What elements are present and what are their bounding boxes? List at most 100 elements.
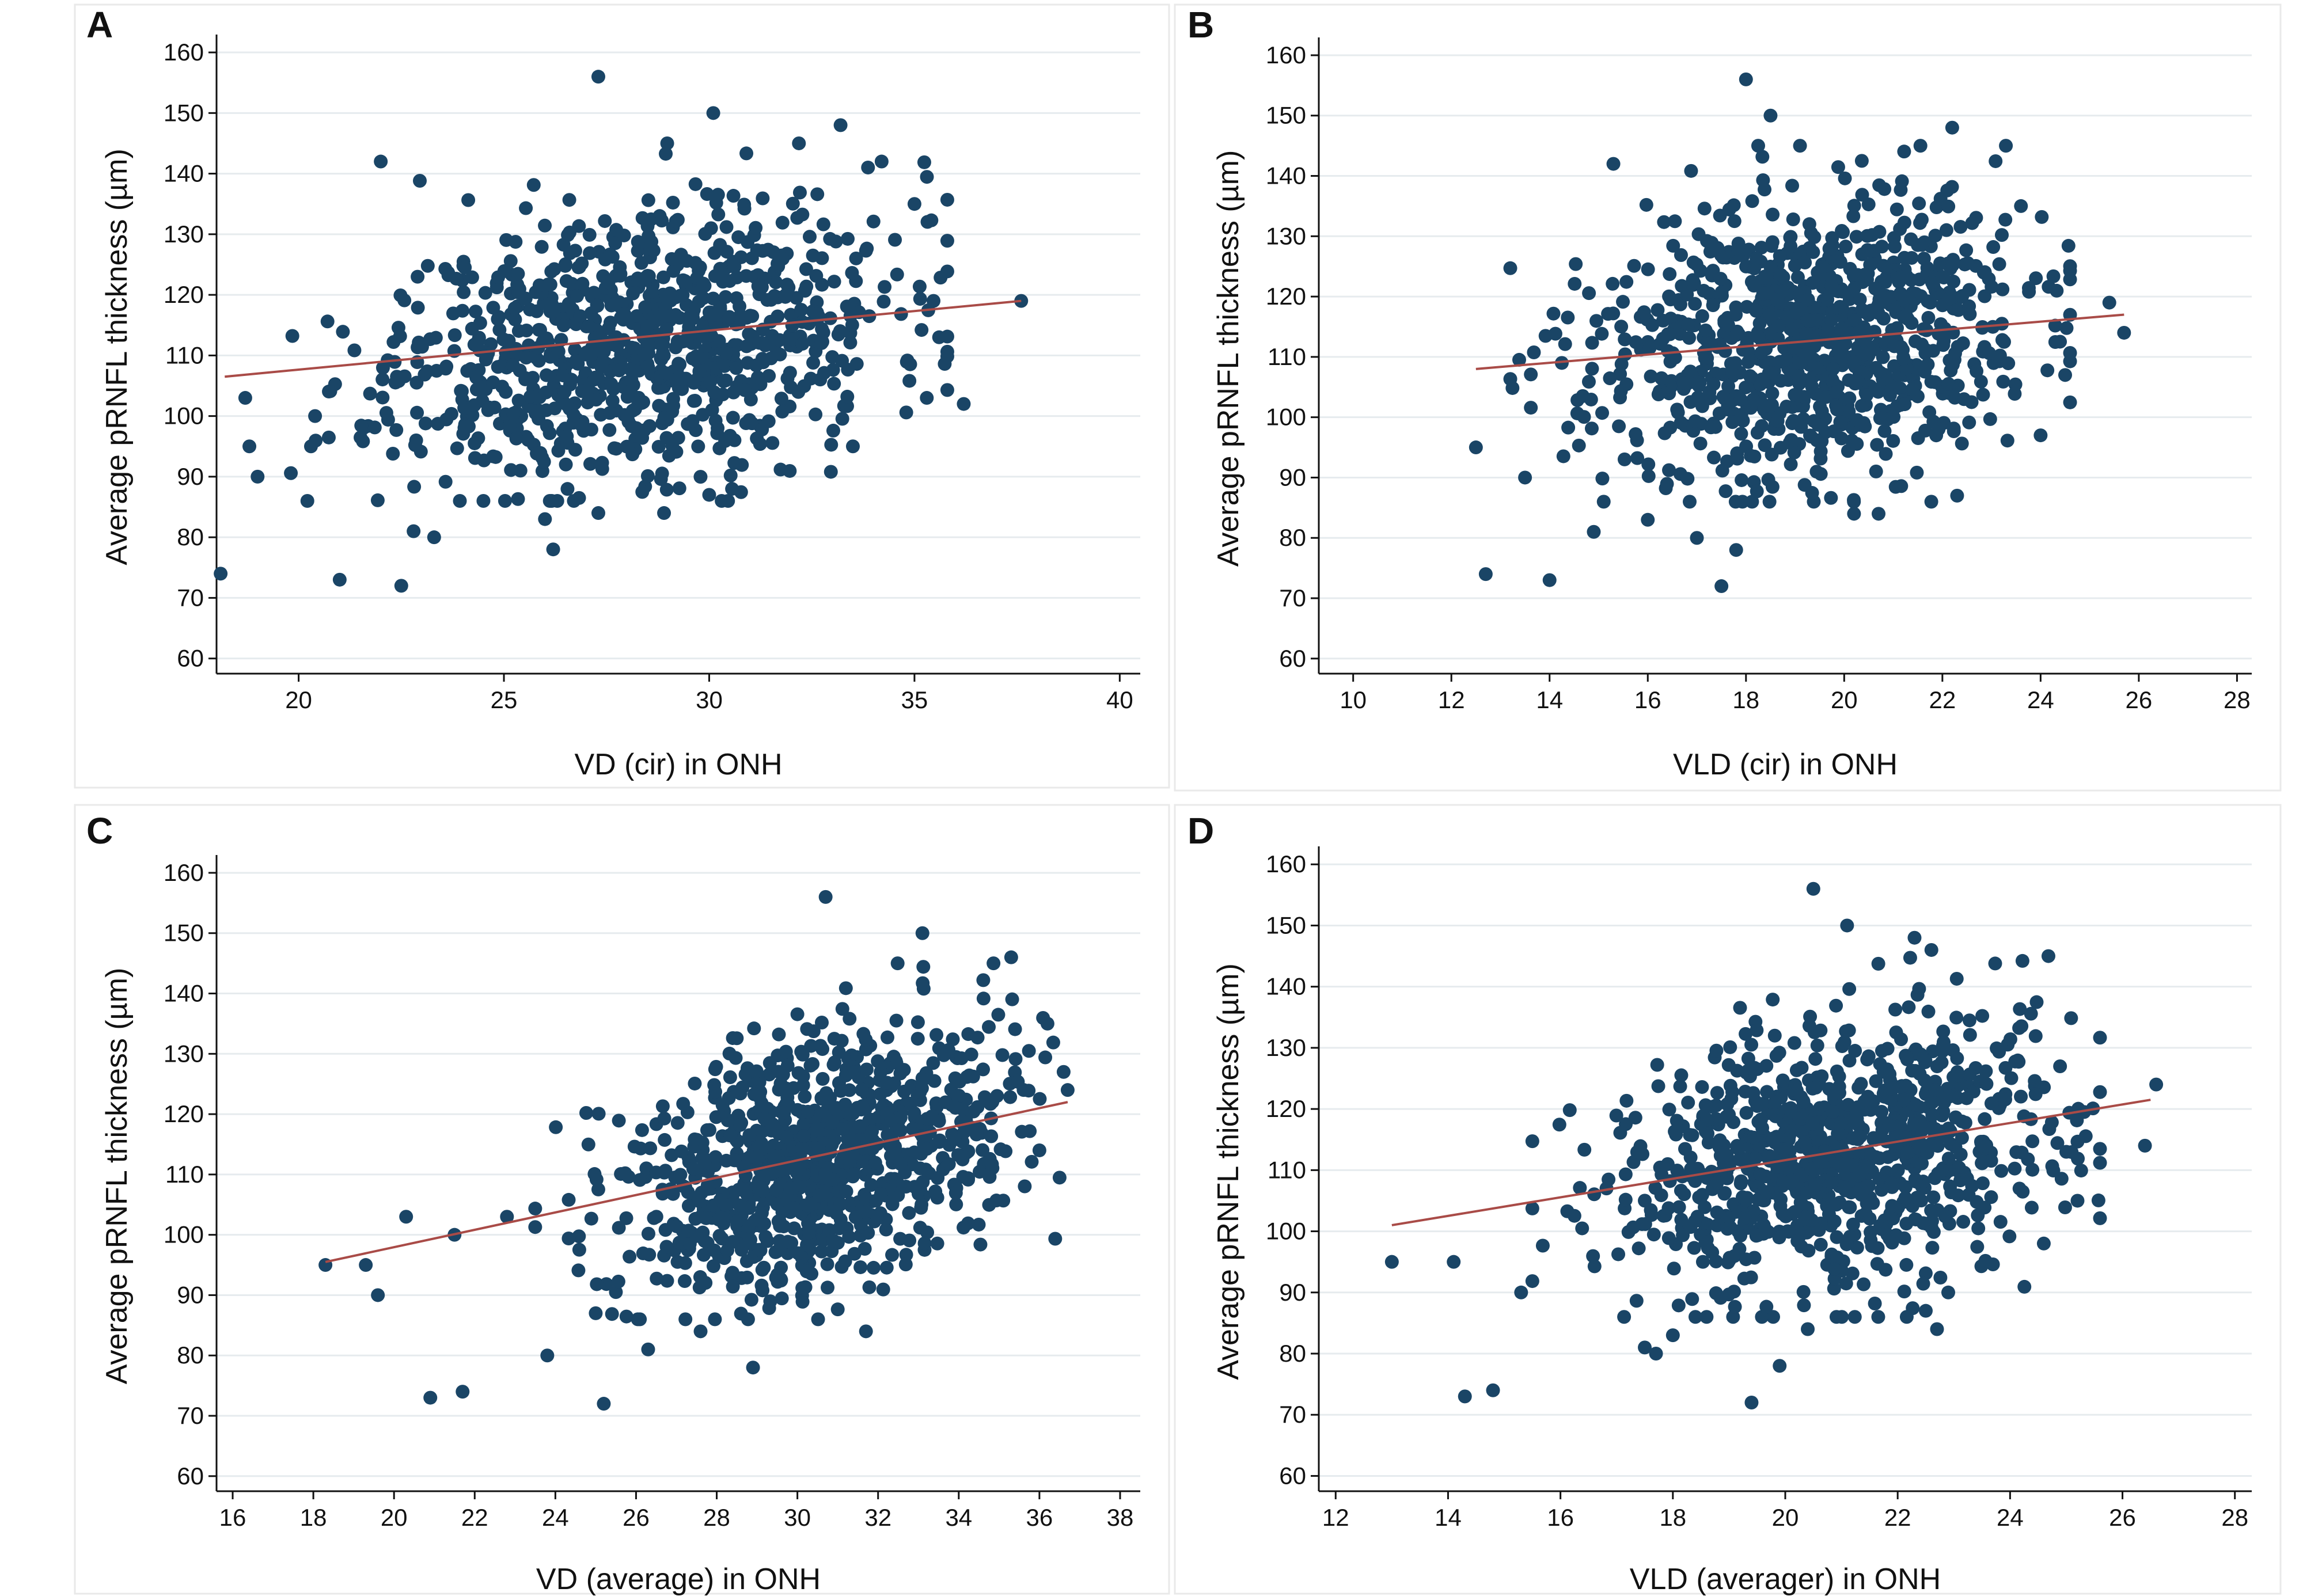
scatter-series	[214, 70, 1029, 593]
scatter-point	[1802, 346, 1816, 360]
scatter-point	[1807, 1025, 1822, 1039]
scatter-point	[1004, 950, 1018, 964]
scatter-point	[1691, 390, 1705, 405]
scatter-point	[693, 1324, 708, 1339]
scatter-point	[916, 976, 930, 990]
scatter-point	[1925, 1241, 1940, 1255]
scatter-point	[1478, 567, 1493, 582]
scatter-point	[1902, 1000, 1916, 1014]
scatter-point	[1963, 1067, 1977, 1082]
scatter-point	[1809, 1081, 1823, 1095]
scatter-point	[1739, 1153, 1754, 1167]
scatter-point	[678, 1312, 693, 1327]
scatter-point	[1976, 387, 1990, 402]
scatter-point	[1717, 314, 1732, 328]
scatter-point	[1729, 543, 1743, 557]
scatter-point	[582, 227, 597, 242]
y-tick-label: 110	[1268, 343, 1306, 370]
scatter-point	[1799, 326, 1813, 341]
scatter-point	[1662, 463, 1676, 477]
scatter-point	[486, 375, 500, 390]
scatter-point	[902, 1206, 916, 1220]
scatter-point	[799, 262, 813, 276]
scatter-point	[1729, 300, 1743, 314]
scatter-point	[1786, 341, 1801, 355]
scatter-point	[1950, 1051, 1964, 1066]
scatter-point	[1888, 240, 1902, 254]
scatter-point	[2024, 1200, 2039, 1215]
scatter-point	[1770, 293, 1785, 307]
scatter-point	[1905, 382, 1919, 396]
scatter-point	[1812, 361, 1826, 375]
scatter-point	[2028, 1087, 2043, 1101]
scatter-point	[976, 1062, 991, 1077]
scatter-point	[1953, 220, 1968, 234]
scatter-point	[522, 338, 536, 352]
scatter-point	[812, 1188, 826, 1203]
scatter-point	[1698, 323, 1713, 337]
scatter-point	[308, 409, 322, 423]
x-axis-label: VD (cir) in ONH	[574, 748, 782, 781]
scatter-point	[1877, 424, 1892, 438]
scatter-point	[1794, 302, 1808, 317]
scatter-point	[699, 1276, 713, 1290]
scatter-point	[1720, 454, 1734, 469]
scatter-point	[827, 377, 841, 391]
scatter-point	[640, 469, 655, 483]
scatter-point	[532, 404, 546, 418]
scatter-point	[726, 1031, 740, 1045]
scatter-point	[1944, 363, 1958, 378]
y-tick-label: 70	[1279, 584, 1306, 611]
scatter-point	[1839, 1276, 1853, 1291]
scatter-point	[1979, 1064, 1993, 1078]
y-tick-label: 80	[177, 1342, 204, 1369]
scatter-point	[1018, 1179, 1032, 1194]
scatter-point	[367, 420, 382, 435]
scatter-point	[729, 291, 743, 305]
scatter-point	[1766, 207, 1780, 222]
scatter-point	[612, 1114, 626, 1128]
scatter-point	[816, 217, 830, 231]
scatter-point	[2093, 1142, 2107, 1156]
scatter-point	[878, 280, 892, 294]
scatter-point	[747, 1021, 761, 1036]
scatter-point	[1572, 438, 1586, 453]
scatter-point	[764, 314, 778, 329]
scatter-point	[706, 106, 720, 120]
scatter-point	[490, 280, 504, 295]
scatter-point	[2014, 1145, 2029, 1160]
scatter-point	[2025, 1134, 2040, 1149]
scatter-point	[1813, 1237, 1828, 1252]
scatter-point	[756, 191, 770, 206]
panel-a: 60 70 80 90 100 110 120 130 140 150 160 20 25 30 35 40 V…	[74, 3, 1170, 789]
scatter-point	[1731, 242, 1745, 257]
scatter-point	[1707, 450, 1721, 465]
scatter-point	[1784, 457, 1798, 472]
scatter-point	[1760, 1085, 1774, 1099]
scatter-point	[1713, 272, 1728, 286]
scatter-point	[1897, 215, 1911, 230]
scatter-point	[844, 1108, 858, 1122]
scatter-point	[518, 291, 533, 306]
scatter-point	[1830, 1142, 1845, 1156]
scatter-point	[1614, 320, 1629, 334]
scatter-point	[1759, 1299, 1774, 1314]
scatter-point	[1784, 1104, 1798, 1119]
scatter-point	[1653, 1160, 1667, 1175]
scatter-point	[773, 462, 788, 477]
scatter-point	[916, 960, 931, 974]
scatter-point	[1805, 1213, 1819, 1228]
scatter-point	[696, 408, 710, 422]
scatter-point	[1907, 1117, 1921, 1131]
scatter-point	[1032, 1143, 1046, 1157]
x-tick-label: 22	[1884, 1504, 1911, 1531]
scatter-point	[636, 1246, 650, 1260]
scatter-point	[526, 178, 541, 192]
scatter-point	[631, 1312, 645, 1327]
scatter-point	[1876, 311, 1891, 326]
scatter-point	[695, 1152, 709, 1166]
scatter-point	[568, 343, 582, 357]
scatter-point	[363, 386, 377, 401]
y-tick-label: 160	[164, 859, 204, 886]
scatter-point	[757, 1168, 771, 1182]
